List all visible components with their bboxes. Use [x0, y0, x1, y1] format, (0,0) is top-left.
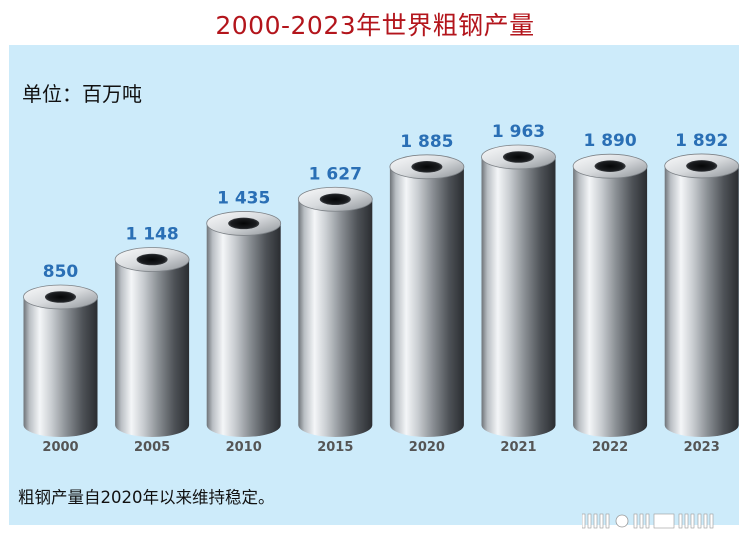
- watermark-logo: [582, 513, 714, 529]
- bar-hole: [411, 161, 443, 173]
- value-label: 1 148: [125, 225, 178, 245]
- bar: 1 148 2005: [114, 225, 190, 455]
- bar: 1 890 2022: [572, 131, 648, 455]
- bar: 1 435 2010: [206, 188, 282, 455]
- bar-hole: [502, 151, 535, 163]
- category-label: 2005: [134, 440, 170, 455]
- category-label: 2021: [500, 440, 536, 455]
- bar-hole: [228, 217, 260, 230]
- value-label: 1 627: [309, 164, 362, 184]
- bar-hole: [136, 253, 168, 266]
- bar: 1 963 2021: [481, 122, 556, 455]
- bar-hole: [594, 160, 626, 172]
- value-label: 1 892: [675, 131, 728, 151]
- bar-body: [298, 199, 373, 437]
- bar: 1 627 2015: [297, 164, 373, 455]
- chart-footnote: 粗钢产量自2020年以来维持稳定。: [18, 488, 275, 507]
- category-label: 2023: [684, 440, 720, 455]
- bar: 1 885 2020: [389, 132, 465, 455]
- value-label: 1 435: [217, 188, 270, 208]
- category-label: 2020: [409, 440, 445, 455]
- bars-layer: 850 2000 1 148 2005 1 435 2010 1 627 2015 1 885 2…: [23, 122, 740, 455]
- unit-label: 单位：百万吨: [22, 82, 142, 106]
- bar-hole: [44, 291, 77, 303]
- bar: 1 892 2023: [664, 131, 740, 455]
- category-label: 2022: [592, 440, 628, 455]
- value-label: 1 963: [492, 122, 545, 142]
- category-label: 2010: [226, 440, 262, 455]
- bar-body: [115, 259, 190, 437]
- value-label: 850: [43, 262, 79, 282]
- bar-body: [389, 166, 464, 437]
- value-label: 1 890: [583, 131, 636, 151]
- bar-hole: [319, 193, 351, 206]
- bar-body: [573, 166, 648, 438]
- category-label: 2000: [42, 440, 78, 455]
- bar-body: [23, 297, 98, 437]
- bar-body: [206, 223, 281, 437]
- bar-body: [664, 165, 739, 437]
- category-label: 2015: [317, 440, 353, 455]
- bar-hole: [686, 160, 718, 172]
- bar-body: [481, 157, 556, 437]
- bar: 850 2000: [23, 262, 98, 455]
- value-label: 1 885: [400, 132, 453, 152]
- chart-title: 2000-2023年世界粗钢产量: [215, 11, 535, 40]
